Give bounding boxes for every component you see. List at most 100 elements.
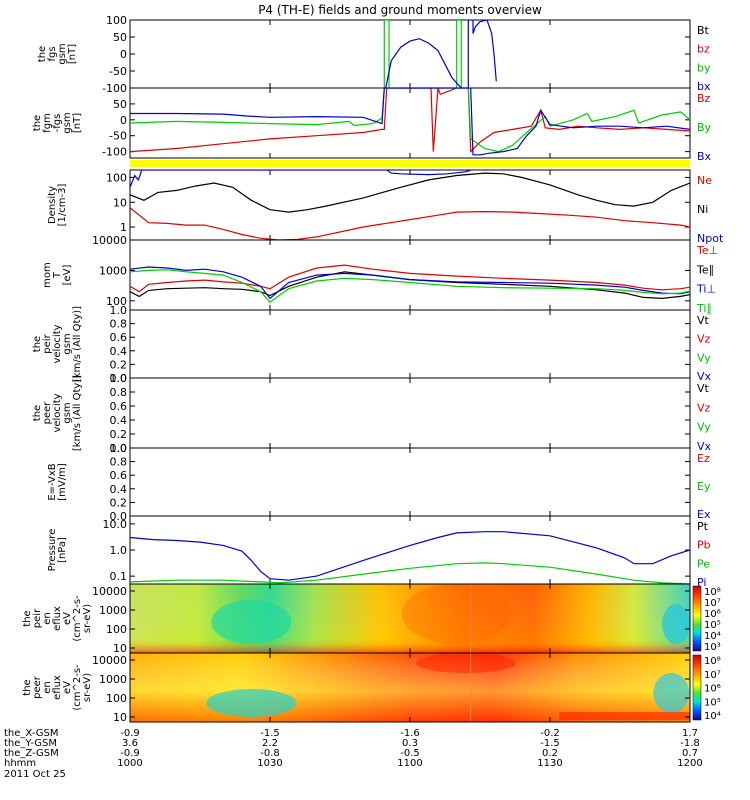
colorbar-label: 10⁴ — [704, 631, 721, 642]
spectrogram-feature — [206, 689, 297, 717]
legend-entry: Bz — [697, 92, 711, 105]
y-axis-label-line: velocity — [52, 324, 63, 363]
y-axis-label: the peer en eflux eV (cm^2-s-sr-eV) — [22, 664, 93, 711]
y-axis-label-line: en — [42, 612, 53, 625]
y-axis-label-line: the — [22, 610, 33, 626]
y-axis-label-line: [nT] — [72, 113, 83, 133]
spectrogram-shade — [130, 653, 690, 722]
y-axis-label: E=-VxB [mV/m] — [47, 463, 68, 501]
legend-entry: Vz — [697, 401, 711, 414]
y-axis-label-line: velocity — [52, 393, 63, 432]
y-tick-label: 0.2 — [110, 428, 128, 441]
y-axis-label: Pressure [nPa] — [47, 529, 68, 572]
legend-entry: Ne — [697, 174, 712, 187]
series-Ni — [130, 172, 690, 213]
y-axis-label-line: (cm^2-s- — [72, 595, 83, 642]
y-tick-label: 10.0 — [103, 518, 128, 531]
y-axis-label-line: sr-eV) — [82, 604, 93, 633]
colorbar-label: 10³ — [704, 642, 721, 653]
panel-frame — [129, 447, 691, 517]
y-axis-label-line: gsm — [57, 43, 68, 64]
y-axis-label-line: the — [22, 679, 33, 695]
y-axis-label-line: sr-eV) — [82, 673, 93, 702]
y-axis-label-line: mom — [42, 262, 53, 288]
y-axis-label-line: eV — [62, 681, 73, 694]
y-axis-label-line: [mV/m] — [57, 463, 68, 501]
footer-value: -0.5 — [400, 748, 420, 759]
y-axis-label-line: the — [32, 405, 43, 421]
orbit-footer: the_X-GSM -0.9 -1.5 -1.6 -0.2 1.7 the_Y-GSM 3.6… — [4, 728, 703, 780]
y-tick-label: 1.0 — [110, 372, 128, 385]
colorbar-label: 10⁵ — [704, 620, 721, 631]
panel-frame — [129, 515, 691, 585]
y-axis-label-line: eV — [62, 612, 73, 625]
footer-value: 3.6 — [122, 738, 138, 749]
y-tick-label: 1 — [120, 221, 127, 234]
y-tick-label: 100 — [106, 692, 127, 705]
y-tick-label: 1000 — [99, 673, 127, 686]
spectrogram-feature — [211, 600, 292, 644]
series-Pi — [130, 531, 690, 581]
series-Ne — [130, 207, 690, 240]
y-tick-label: 1000 — [99, 604, 127, 617]
y-tick-label: -50 — [109, 130, 127, 143]
series-Ti_perp — [130, 266, 690, 300]
footer-date: 2011 Oct 25 — [4, 769, 66, 780]
y-tick-label: 10000 — [92, 234, 127, 247]
series-Pe — [130, 562, 690, 584]
series-bx — [385, 20, 497, 88]
y-axis-label-line: [1/cm-3] — [57, 184, 68, 227]
y-tick-label: 0 — [120, 48, 127, 61]
y-tick-label: 0.8 — [110, 456, 128, 469]
y-tick-label: 100 — [106, 623, 127, 636]
y-tick-label: -50 — [109, 65, 127, 78]
legend-entry: Pt — [697, 520, 709, 533]
footer-value: 1100 — [397, 758, 422, 769]
y-axis-label-line: peer — [42, 401, 53, 425]
y-tick-label: 0.6 — [110, 331, 128, 344]
legend-entry: Ez — [697, 452, 710, 465]
y-axis-label-line: Pressure — [47, 529, 58, 572]
y-tick-label: 10 — [113, 711, 127, 724]
y-tick-label: 100 — [106, 295, 127, 308]
y-tick-label: 50 — [113, 98, 127, 111]
legend-entry: Ti∥ — [696, 302, 712, 315]
y-axis-label-line: peir — [32, 608, 43, 628]
legend-entry: Te⊥ — [696, 244, 718, 257]
y-tick-label: 50 — [113, 31, 127, 44]
y-tick-label: 0.4 — [110, 345, 128, 358]
y-axis-label-line: Density — [47, 186, 58, 224]
y-axis-label-line: peir — [42, 333, 53, 353]
y-tick-label: 10 — [113, 642, 127, 655]
panel-frame — [129, 19, 691, 89]
footer-value: 0.3 — [402, 738, 418, 749]
y-axis-label-line: the — [37, 46, 48, 62]
legend-entry: Vz — [697, 333, 711, 346]
footer-value: -1.5 — [540, 738, 560, 749]
y-axis-label-line: [km/s (All Qty)] — [72, 306, 83, 382]
legend-entry: Ex — [697, 508, 711, 521]
legend-entry: bx — [697, 80, 711, 93]
legend-entry: bz — [697, 43, 710, 56]
y-axis-label-line: -fgs — [52, 114, 63, 133]
colorbar — [692, 654, 702, 721]
footer-value: -1.8 — [680, 738, 700, 749]
spectrogram-feature — [401, 584, 512, 644]
y-tick-label: 0.8 — [110, 318, 128, 331]
footer-value: 0.2 — [542, 748, 558, 759]
colorbar-label: 10⁷ — [704, 670, 721, 681]
y-tick-label: 0.2 — [110, 358, 128, 371]
y-axis-label: the peir velocity gsm [km/s (All Qty)] — [32, 306, 83, 382]
panel-frame — [129, 169, 691, 241]
legend-entry: Vt — [697, 314, 710, 327]
colorbar-label: 10⁵ — [704, 697, 721, 708]
y-axis-label: mom T [eV] — [42, 262, 73, 288]
footer-value: 1130 — [537, 758, 562, 769]
y-tick-label: 10000 — [92, 654, 127, 667]
footer-row-label: the_Y-GSM — [4, 738, 57, 749]
legend-entry: Vx — [697, 370, 712, 383]
y-tick-label: 0.6 — [110, 469, 128, 482]
